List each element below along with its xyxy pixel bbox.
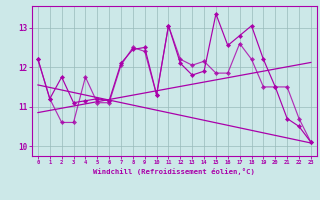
X-axis label: Windchill (Refroidissement éolien,°C): Windchill (Refroidissement éolien,°C)	[93, 168, 255, 175]
